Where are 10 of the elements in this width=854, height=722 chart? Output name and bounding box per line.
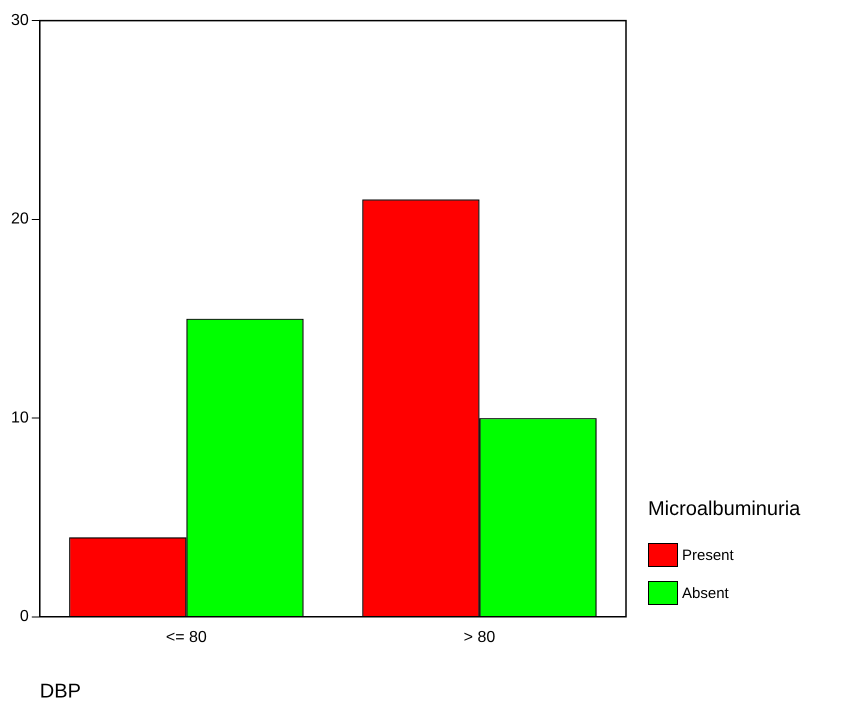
x-tick-label: <= 80 bbox=[166, 628, 207, 646]
legend-title: Microalbuminuria bbox=[648, 498, 800, 521]
x-axis-title: DBP bbox=[40, 680, 81, 703]
y-tick-label: 30 bbox=[11, 12, 29, 30]
legend-label: Absent bbox=[682, 584, 729, 602]
x-tick-label: > 80 bbox=[464, 628, 496, 646]
y-tick-label: 10 bbox=[11, 409, 29, 426]
legend-label: Present bbox=[682, 546, 734, 564]
y-tick-label: 0 bbox=[20, 608, 29, 626]
y-tick-label: 20 bbox=[11, 210, 29, 228]
